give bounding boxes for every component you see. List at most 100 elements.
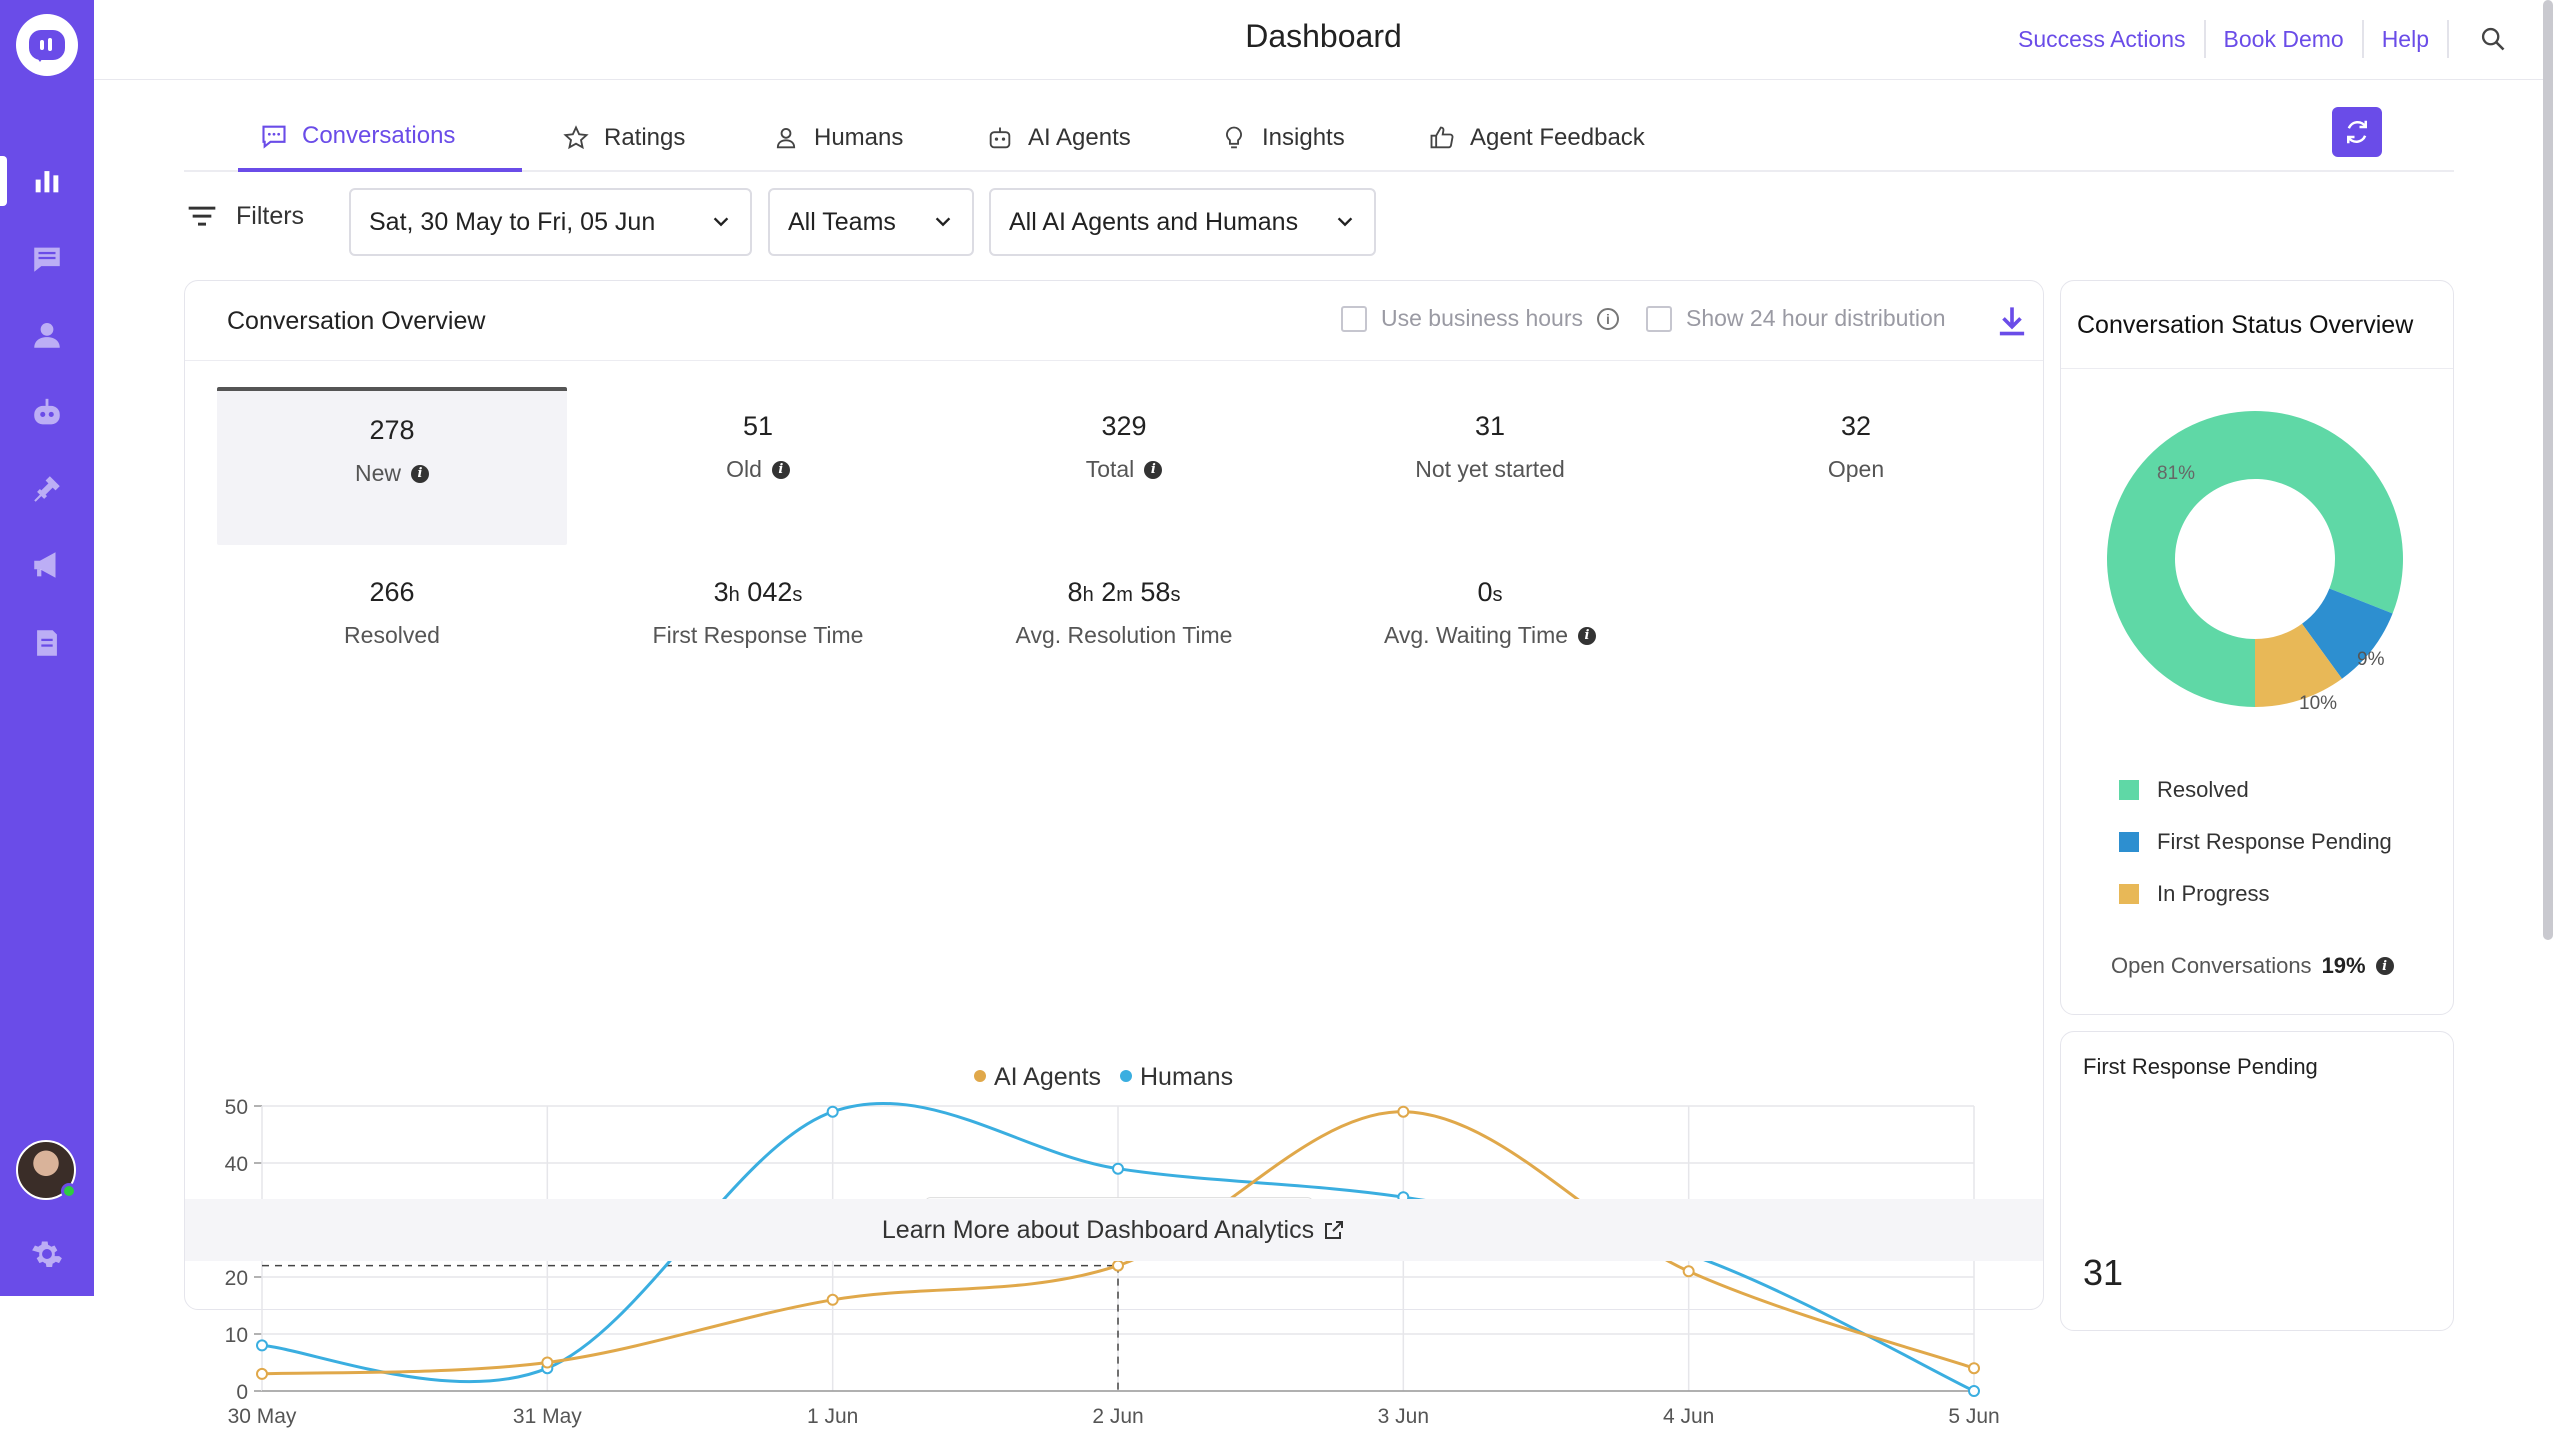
info-icon[interactable]: i: [1144, 460, 1163, 479]
bot-icon: [34, 398, 60, 425]
legend-swatch: [2119, 780, 2139, 800]
card-title: Conversation Status Overview: [2077, 311, 2414, 339]
tab-ratings[interactable]: Ratings: [562, 104, 685, 172]
help-link[interactable]: Help: [2381, 26, 2429, 52]
nav-settings[interactable]: [0, 1222, 94, 1286]
app-logo[interactable]: [16, 14, 78, 76]
data-point: [826, 1293, 839, 1306]
metric-total[interactable]: 329 Total i: [949, 411, 1299, 483]
y-tick-label: 40: [225, 1153, 248, 1176]
metric-value: 3h 042s: [713, 577, 803, 607]
divider: [2447, 20, 2449, 58]
tab-label: Conversations: [302, 122, 456, 149]
metric-label: Avg. Waiting Time: [1383, 622, 1569, 648]
chevron-down-icon: [935, 217, 951, 227]
nav-campaigns[interactable]: [0, 534, 94, 596]
info-icon[interactable]: i: [2375, 957, 2394, 975]
chat-bubble-logo-icon: [29, 30, 65, 62]
24h-distribution-option[interactable]: Show 24 hour distribution: [1646, 305, 1946, 332]
refresh-button[interactable]: [2332, 107, 2382, 157]
metric-open[interactable]: 32 Open: [1681, 411, 2031, 483]
data-point: [826, 1105, 839, 1118]
open-conversations-value: 19%: [2321, 953, 2366, 978]
tab-conversations[interactable]: Conversations: [238, 104, 522, 172]
legend-in-progress[interactable]: In Progress: [2119, 881, 2270, 907]
metric-label: Avg. Resolution Time: [1015, 622, 1233, 648]
divider: [2203, 20, 2206, 58]
24h-distribution-checkbox[interactable]: [1646, 305, 1672, 332]
business-hours-checkbox[interactable]: [1341, 305, 1367, 332]
data-point: [1397, 1105, 1410, 1118]
data-point: [1968, 1362, 1980, 1375]
metric-not-yet-started[interactable]: 31 Not yet started: [1315, 411, 1665, 483]
metric-avg-resolution-time[interactable]: 8h 2m 58s Avg. Resolution Time: [949, 577, 1299, 649]
nav-dashboard[interactable]: [0, 150, 94, 212]
header-links: Success Actions Book Demo Help: [2000, 18, 2513, 60]
book-demo-link[interactable]: Book Demo: [2223, 26, 2344, 52]
tab-label: Ratings: [604, 124, 686, 151]
nav-conversations[interactable]: [0, 228, 94, 290]
legend-marker: [974, 1070, 986, 1082]
business-hours-option[interactable]: Use business hours i: [1341, 305, 1619, 332]
metric-label: Open: [1827, 456, 1885, 482]
info-icon[interactable]: i: [1597, 307, 1619, 330]
dashboard-tabs: Conversations Ratings Humans AI Agents I…: [184, 104, 2454, 172]
tab-insights[interactable]: Insights: [1220, 104, 1345, 172]
data-point: [1968, 1385, 1980, 1397]
nav-integrations[interactable]: [0, 458, 94, 520]
search-button[interactable]: [2473, 19, 2513, 59]
metric-value: 31: [1474, 411, 1506, 441]
metric-old[interactable]: 51 Old i: [583, 411, 933, 483]
info-icon[interactable]: i: [411, 464, 429, 483]
metric-avg-waiting-time[interactable]: 0s Avg. Waiting Time i: [1315, 577, 1665, 649]
metric-new[interactable]: 278 New i: [217, 387, 567, 545]
legend-resolved[interactable]: Resolved: [2119, 777, 2249, 803]
metric-label: Old: [726, 456, 762, 482]
download-icon[interactable]: [1997, 305, 2027, 339]
slice-label: 10%: [2299, 693, 2337, 714]
nav-knowledge-base[interactable]: [0, 612, 94, 674]
tab-humans[interactable]: Humans: [772, 104, 903, 172]
legend-label: First Response Pending: [2157, 829, 2392, 854]
status-donut-chart[interactable]: 81% 9% 10%: [2061, 381, 2453, 1021]
x-tick-label: 31 May: [513, 1405, 582, 1428]
team-select[interactable]: All Teams: [768, 188, 974, 256]
metric-label: Total: [1085, 456, 1135, 482]
data-point: [541, 1356, 554, 1369]
y-tick-label: 0: [236, 1381, 248, 1404]
info-icon[interactable]: i: [1578, 626, 1597, 645]
nav-bots[interactable]: [0, 382, 94, 444]
chevron-down-icon: [713, 217, 729, 227]
donut-slice-resolved: [2107, 411, 2403, 707]
frp-value: 31: [2083, 1252, 2124, 1293]
page-scrollbar[interactable]: [2543, 0, 2553, 940]
card-header: Conversation Status Overview: [2061, 281, 2453, 369]
metric-label: First Response Time: [652, 622, 864, 648]
metric-value: 32: [1840, 411, 1872, 441]
megaphone-icon: [34, 552, 56, 578]
tab-agent-feedback[interactable]: Agent Feedback: [1428, 104, 1645, 172]
donut-slice-first-response-pending: [2302, 588, 2393, 679]
nav-contacts[interactable]: [0, 304, 94, 366]
info-icon[interactable]: i: [771, 460, 790, 479]
filters-button[interactable]: Filters: [186, 200, 304, 232]
robot-icon: [989, 127, 1011, 149]
user-avatar[interactable]: [16, 1140, 77, 1200]
metric-first-response-time[interactable]: 3h 042s First Response Time: [583, 577, 933, 649]
y-tick-label: 10: [225, 1324, 248, 1347]
24h-distribution-label: Show 24 hour distribution: [1686, 305, 1946, 331]
y-tick-label: 20: [225, 1267, 248, 1290]
learn-more-label: Learn More about Dashboard Analytics: [881, 1215, 1315, 1244]
metric-label: Resolved: [344, 622, 440, 648]
tab-ai-agents[interactable]: AI Agents: [986, 104, 1131, 172]
agents-select[interactable]: All AI Agents and Humans: [989, 188, 1376, 256]
date-range-select[interactable]: Sat, 30 May to Fri, 05 Jun: [349, 188, 752, 256]
conversation-status-card: Conversation Status Overview 81% 9% 10% Re…: [2060, 280, 2454, 1015]
learn-more-link[interactable]: Learn More about Dashboard Analytics: [185, 1199, 2043, 1261]
success-actions-link[interactable]: Success Actions: [2018, 26, 2186, 52]
bulb-icon: [1226, 126, 1242, 149]
legend-label: In Progress: [2157, 881, 2270, 906]
legend-first-response-pending[interactable]: First Response Pending: [2119, 829, 2392, 855]
metric-resolved[interactable]: 266 Resolved: [217, 577, 567, 649]
